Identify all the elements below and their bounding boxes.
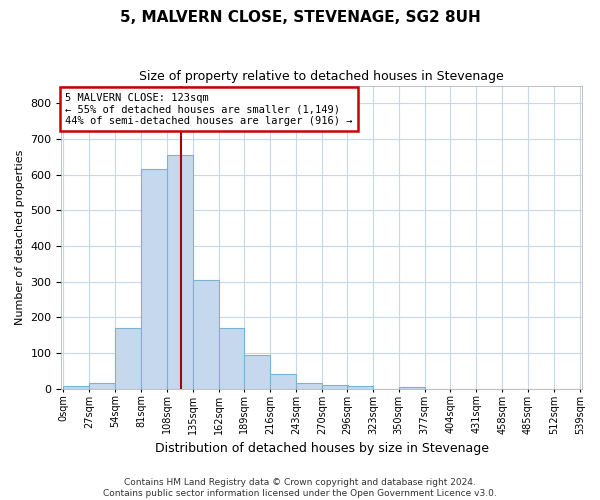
Bar [244, 355, 270, 388]
Text: 5 MALVERN CLOSE: 123sqm
← 55% of detached houses are smaller (1,149)
44% of semi: 5 MALVERN CLOSE: 123sqm ← 55% of detache… [65, 92, 353, 126]
Bar [218, 328, 244, 388]
Bar [322, 385, 348, 388]
Bar [141, 170, 167, 388]
Bar [398, 387, 425, 388]
X-axis label: Distribution of detached houses by size in Stevenage: Distribution of detached houses by size … [155, 442, 488, 455]
Title: Size of property relative to detached houses in Stevenage: Size of property relative to detached ho… [139, 70, 504, 83]
Bar [347, 386, 373, 388]
Bar [270, 374, 296, 388]
Text: Contains HM Land Registry data © Crown copyright and database right 2024.
Contai: Contains HM Land Registry data © Crown c… [103, 478, 497, 498]
Bar [89, 384, 115, 388]
Y-axis label: Number of detached properties: Number of detached properties [15, 150, 25, 325]
Bar [296, 384, 322, 388]
Bar [193, 280, 218, 388]
Bar [115, 328, 141, 388]
Text: 5, MALVERN CLOSE, STEVENAGE, SG2 8UH: 5, MALVERN CLOSE, STEVENAGE, SG2 8UH [119, 10, 481, 25]
Bar [167, 155, 193, 388]
Bar [64, 386, 89, 388]
